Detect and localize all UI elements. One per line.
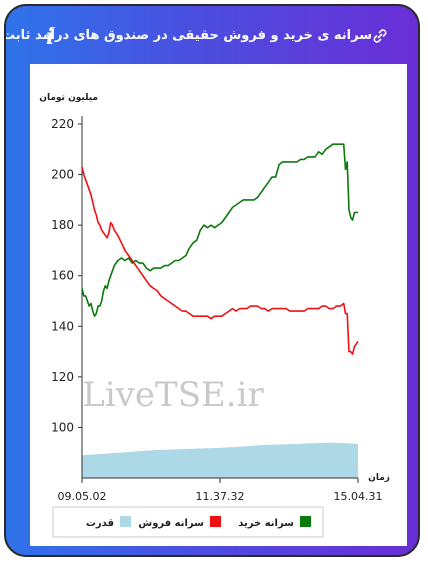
y-tick-label: 160 <box>51 269 74 283</box>
title-bar: i سرانه ی خرید و فروش حقیقی در صندوق های… <box>6 6 418 64</box>
chart-panel: میلیون تومان LiveTSE.ir 100 120 140 160 180 2… <box>30 64 407 546</box>
legend-swatch <box>120 516 131 527</box>
y-tick-label: 140 <box>51 319 74 333</box>
card-frame: i سرانه ی خرید و فروش حقیقی در صندوق های… <box>4 4 420 557</box>
legend-label: سرانه فروش <box>138 518 204 529</box>
y-tick-label: 180 <box>51 218 74 232</box>
chart-svg: میلیون تومان LiveTSE.ir 100 120 140 160 180 2… <box>39 93 390 538</box>
legend-label: سرانه خرید <box>238 518 294 529</box>
legend-swatch <box>210 516 221 527</box>
link-icon[interactable] <box>372 28 388 44</box>
x-tick-label: 09.05.02 <box>58 490 107 503</box>
series-line-buy <box>81 143 358 317</box>
legend-swatch <box>300 516 311 527</box>
series-line-sell <box>81 166 359 355</box>
watermark: LiveTSE.ir <box>82 375 264 415</box>
series-area-power <box>82 442 358 478</box>
y-axis-label: میلیون تومان <box>39 93 98 103</box>
info-icon[interactable]: i <box>46 24 55 50</box>
y-tick-label: 100 <box>51 420 74 434</box>
x-tick-label: 15.04.31 <box>334 490 383 503</box>
chart-title: سرانه ی خرید و فروش حقیقی در صندوق های د… <box>4 28 372 43</box>
x-tick-label: 11.37.32 <box>196 490 245 503</box>
y-tick-label: 200 <box>51 168 74 182</box>
y-tick-label: 120 <box>51 370 74 384</box>
legend-label: قدرت <box>86 518 114 529</box>
x-axis-label: زمان <box>368 473 390 483</box>
y-tick-label: 220 <box>51 117 74 131</box>
legend-box <box>52 506 324 538</box>
